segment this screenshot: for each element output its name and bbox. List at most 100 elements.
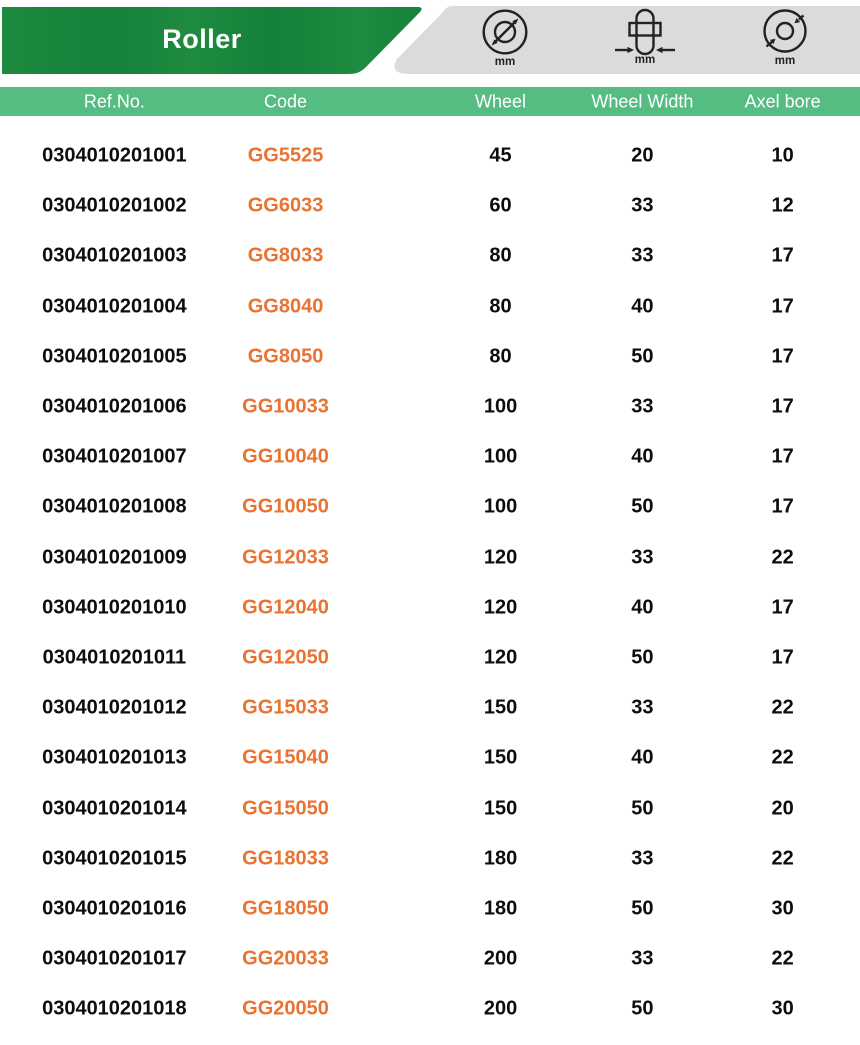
code-cell: GG10050 <box>242 495 329 518</box>
wheel-cell: 80 <box>489 345 512 368</box>
axle-bore-cell: 17 <box>771 244 794 267</box>
table-row: 0304010201015 GG18033 180 33 22 <box>0 834 860 884</box>
column-header-refno: Ref.No. <box>83 91 145 111</box>
wheel-width-cell: 33 <box>631 395 654 418</box>
axle-bore-cell: 17 <box>771 345 794 368</box>
ref-cell: 0304010201016 <box>42 897 187 920</box>
axle-bore-cell: 17 <box>771 395 794 418</box>
table-row: 0304010201006 GG10033 100 33 17 <box>0 382 860 432</box>
wheel-cell: 60 <box>489 194 512 217</box>
ref-cell: 0304010201007 <box>42 445 187 468</box>
ref-cell: 0304010201004 <box>42 295 187 318</box>
table-row: 0304010201004 GG8040 80 40 17 <box>0 282 860 332</box>
wheel-width-cell: 50 <box>631 797 654 820</box>
banner-shape <box>2 7 422 74</box>
table-row: 0304010201014 GG15050 150 50 20 <box>0 783 860 833</box>
wheel-diameter-icon <box>482 9 528 55</box>
axle-bore-cell: 30 <box>771 897 794 920</box>
axle-bore-cell: 17 <box>771 445 794 468</box>
wheel-cell: 200 <box>483 997 518 1020</box>
page-title: Roller <box>162 23 242 54</box>
wheel-width-icon <box>615 8 675 56</box>
table-row: 0304010201003 GG8033 80 33 17 <box>0 231 860 281</box>
wheel-cell: 120 <box>483 596 518 619</box>
code-cell: GG5525 <box>247 144 324 167</box>
wheel-width-cell: 33 <box>631 947 654 970</box>
code-cell: GG10033 <box>242 395 329 418</box>
ref-cell: 0304010201009 <box>42 546 187 569</box>
wheel-cell: 180 <box>483 847 518 870</box>
wheel-width-cell: 40 <box>631 295 654 318</box>
wheel-cell: 100 <box>483 395 518 418</box>
ref-cell: 0304010201005 <box>42 345 187 368</box>
wheel-diameter-unit: mm <box>463 8 547 74</box>
wheel-width-cell: 20 <box>631 144 654 167</box>
code-cell: GG6033 <box>247 194 324 217</box>
code-cell: GG18033 <box>242 847 329 870</box>
wheel-cell: 150 <box>483 696 518 719</box>
code-cell: GG20033 <box>242 947 329 970</box>
table-row: 0304010201002 GG6033 60 33 12 <box>0 181 860 231</box>
table-row: 0304010201010 GG12040 120 40 17 <box>0 583 860 633</box>
ref-cell: 0304010201001 <box>42 144 187 167</box>
mm-label: mm <box>634 54 656 66</box>
ref-cell: 0304010201006 <box>42 395 187 418</box>
ref-cell: 0304010201014 <box>42 797 187 820</box>
code-cell: GG8040 <box>247 295 324 318</box>
ref-cell: 0304010201008 <box>42 495 187 518</box>
ref-cell: 0304010201017 <box>42 947 187 970</box>
mm-label: mm <box>494 56 516 68</box>
wheel-cell: 200 <box>483 947 518 970</box>
code-cell: GG12033 <box>242 546 329 569</box>
mm-label: mm <box>774 55 796 67</box>
column-header-code: Code <box>264 91 308 111</box>
table-row: 0304010201009 GG12033 120 33 22 <box>0 533 860 583</box>
wheel-cell: 150 <box>483 797 518 820</box>
axle-bore-cell: 22 <box>771 546 794 569</box>
wheel-width-cell: 40 <box>631 445 654 468</box>
ref-cell: 0304010201018 <box>42 997 187 1020</box>
table-row: 0304010201018 GG20050 200 50 30 <box>0 984 860 1034</box>
code-cell: GG8050 <box>247 345 324 368</box>
axle-bore-unit: mm <box>743 8 827 74</box>
wheel-width-cell: 33 <box>631 546 654 569</box>
ref-cell: 0304010201003 <box>42 244 187 267</box>
table-row: 0304010201017 GG20033 200 33 22 <box>0 934 860 984</box>
axle-bore-cell: 22 <box>771 847 794 870</box>
code-cell: GG15050 <box>242 797 329 820</box>
column-header-wheel-width: Wheel Width <box>591 91 694 111</box>
table-row: 0304010201013 GG15040 150 40 22 <box>0 733 860 783</box>
wheel-width-cell: 33 <box>631 847 654 870</box>
column-header-wheel: Wheel <box>475 91 527 111</box>
wheel-cell: 100 <box>483 445 518 468</box>
ref-cell: 0304010201002 <box>42 194 187 217</box>
wheel-width-unit: mm <box>603 8 687 74</box>
table-row: 0304010201005 GG8050 80 50 17 <box>0 332 860 382</box>
axle-bore-cell: 20 <box>771 797 794 820</box>
table-body: 0304010201001 GG5525 45 20 10 0304010201002 GG… <box>0 116 860 1034</box>
axle-bore-cell: 17 <box>771 646 794 669</box>
code-cell: GG8033 <box>247 244 324 267</box>
ref-cell: 0304010201015 <box>42 847 187 870</box>
axle-bore-cell: 22 <box>771 746 794 769</box>
axle-bore-cell: 10 <box>771 144 794 167</box>
axle-bore-cell: 12 <box>771 194 794 217</box>
axle-bore-cell: 17 <box>771 596 794 619</box>
wheel-width-cell: 40 <box>631 596 654 619</box>
table-header-row: Ref.No. Code Wheel Wheel Width Axel bore <box>0 87 860 116</box>
axle-bore-cell: 22 <box>771 696 794 719</box>
code-cell: GG10040 <box>242 445 329 468</box>
wheel-cell: 150 <box>483 746 518 769</box>
table-row: 0304010201011 GG12050 120 50 17 <box>0 633 860 683</box>
code-cell: GG15040 <box>242 746 329 769</box>
axle-bore-cell: 17 <box>771 495 794 518</box>
axle-bore-cell: 22 <box>771 947 794 970</box>
wheel-width-cell: 50 <box>631 495 654 518</box>
table-row: 0304010201007 GG10040 100 40 17 <box>0 432 860 482</box>
code-cell: GG15033 <box>242 696 329 719</box>
wheel-cell: 80 <box>489 295 512 318</box>
code-cell: GG12050 <box>242 646 329 669</box>
wheel-cell: 100 <box>483 495 518 518</box>
wheel-width-cell: 33 <box>631 244 654 267</box>
